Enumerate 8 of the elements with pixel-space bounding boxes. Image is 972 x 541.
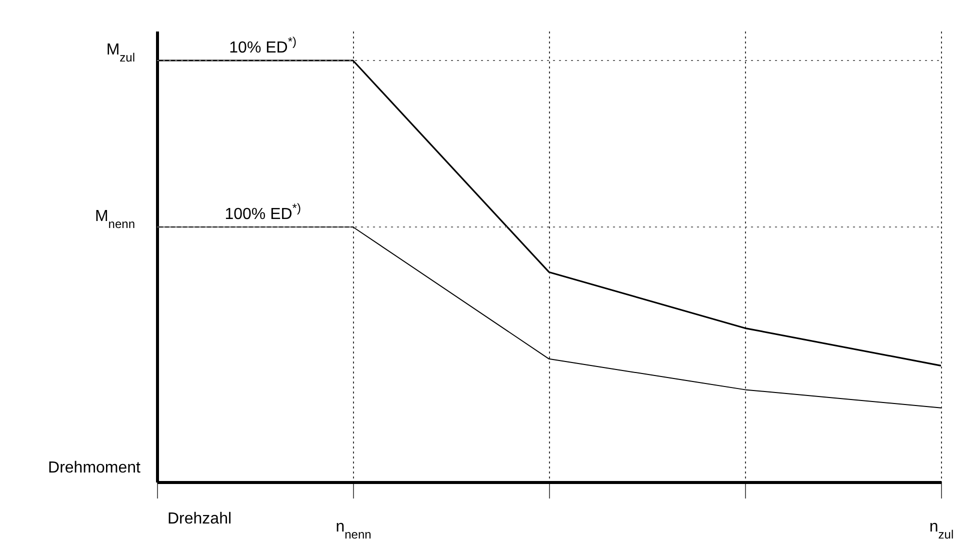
annotation: 100% ED$^{*)}$ bbox=[224, 200, 301, 223]
annotation: 10% ED$^{*)}$ bbox=[229, 34, 297, 57]
ref-line-label: M$_{zul}$ bbox=[106, 42, 135, 65]
y-axis-title: Drehmoment bbox=[48, 460, 142, 476]
x-axis-title: Drehzahl bbox=[168, 510, 232, 528]
ref-line-label: M$_{nenn}$ bbox=[94, 208, 135, 231]
x-tick-label: n$_{nenn}$ bbox=[336, 518, 372, 541]
x-tick-label: n$_{zul}$ bbox=[929, 518, 954, 541]
